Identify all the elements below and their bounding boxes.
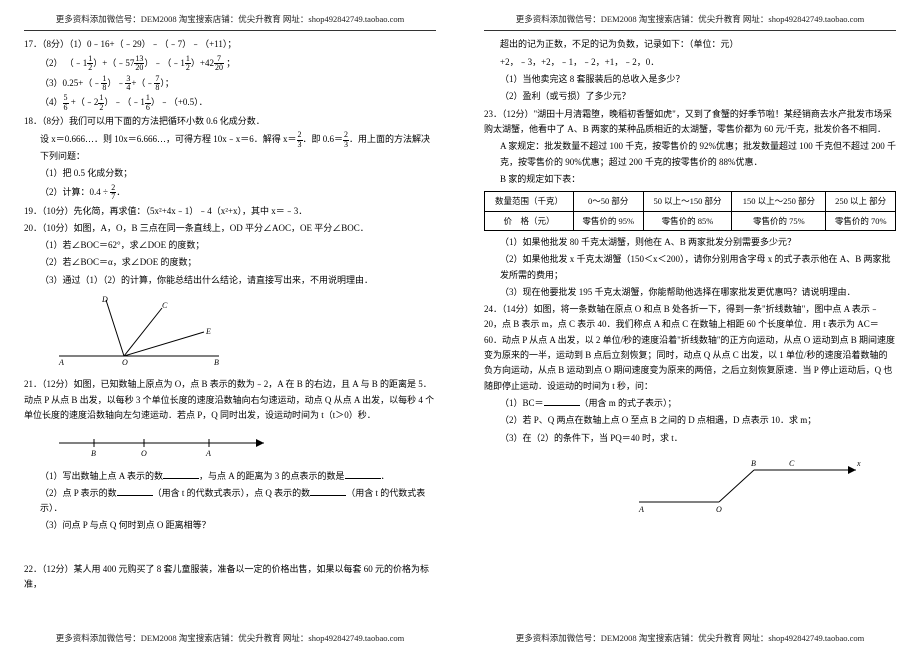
t: ． — [381, 471, 390, 481]
header-rule-r — [484, 30, 896, 31]
right-column: 更多资料添加微信号：DEM2008 淘宝搜索店铺：优尖升教育 网址：shop49… — [460, 0, 920, 651]
t: ．即 0.6＝ — [303, 134, 344, 144]
t: （3）0.25+（﹣ — [40, 77, 101, 87]
cell: 250 以上 部分 — [826, 192, 896, 211]
q21-3: （3）问点 P 与点 Q 何时到点 O 距离相等？ — [40, 518, 436, 533]
cell: 价 格（元） — [485, 211, 574, 230]
q22-r1: 超出的记为正数，不足的记为负数，记录如下：（单位：元） — [500, 37, 896, 52]
t: ）﹣（+0.5）． — [151, 97, 208, 107]
cell: 零售价的 95% — [573, 211, 643, 230]
svg-text:B: B — [91, 449, 96, 457]
q22-head: 22．（12分）某人用 400 元购买了 8 套儿童服装，准备以一定的价格出售，… — [24, 562, 436, 593]
cell: 零售价的 75% — [732, 211, 826, 230]
q18-2: （1）把 0.5 化成分数； — [40, 166, 436, 181]
t: ，与点 A 的距离为 3 的点表示的数是 — [199, 471, 345, 481]
t: （用含 m 的式子表示）； — [580, 398, 677, 408]
svg-text:x: x — [856, 459, 861, 468]
q21-head: 21．（12分）如图，已知数轴上原点为 O，点 B 表示的数为﹣2，A 在 B … — [24, 377, 436, 423]
q21-2: （2）点 P 表示的数（用含 t 的代数式表示），点 Q 表示的数（用含 t 的… — [40, 486, 436, 517]
footer-right: 更多资料添加微信号：DEM2008 淘宝搜索店铺：优尖升教育 网址：shop49… — [460, 631, 920, 645]
cell: 50 以上～150 部分 — [643, 192, 732, 211]
svg-text:D: D — [101, 295, 108, 304]
svg-text:A: A — [58, 358, 64, 366]
q23-B: B 家的规定如下表： — [500, 172, 896, 187]
q21-1: （1）写出数轴上点 A 表示的数 ，与点 A 的距离为 3 的点表示的数是 ． — [40, 469, 436, 484]
svg-text:E: E — [205, 327, 211, 336]
q20-1: （1）若∠BOC＝62°，求∠DOE 的度数； — [40, 238, 436, 253]
cell: 150 以上～250 部分 — [732, 192, 826, 211]
t: +（﹣ — [131, 77, 154, 87]
q24-2: （2）若 P、Q 两点在数轴上点 O 至点 B 之间的 D 点相遇，D 点表示 … — [500, 413, 896, 428]
left-column: 更多资料添加微信号：DEM2008 淘宝搜索店铺：优尖升教育 网址：shop49… — [0, 0, 460, 651]
t: ）﹣（﹣1 — [104, 97, 145, 107]
q17-head: 17．（8分）（1）0﹣16+（﹣29）﹣（﹣7）﹣（+11）； — [24, 37, 436, 52]
svg-text:C: C — [162, 301, 168, 310]
svg-text:O: O — [122, 358, 128, 366]
t: ． — [116, 187, 125, 197]
svg-text:A: A — [638, 505, 644, 512]
t: （1）写出数轴上点 A 表示的数 — [40, 471, 163, 481]
q23-head: 23．（12分）"湖田十月清霜堕，晚稻初香蟹如虎"，又到了食蟹的好季节啦！某经销… — [484, 107, 896, 138]
q17-2: （2） （﹣112）+（﹣571320）﹣（﹣112）+42720 ； — [40, 55, 436, 73]
text: ； — [226, 58, 235, 68]
blank — [117, 486, 153, 496]
blank — [310, 486, 346, 496]
q18-3: （2）计算：0.4 ÷ 27． — [40, 184, 436, 202]
blank — [163, 469, 199, 479]
t: （2）计算：0.4 ÷ — [40, 187, 110, 197]
table-row: 价 格（元） 零售价的 95% 零售价的 85% 零售价的 75% 零售价的 7… — [485, 211, 896, 230]
q20-figure: A O B D C E — [54, 294, 224, 366]
blank — [544, 396, 580, 406]
q24-head: 24．（14分）如图，将一条数轴在原点 O 和点 B 处各折一下，得到一条"折线… — [484, 302, 896, 394]
page-root: 更多资料添加微信号：DEM2008 淘宝搜索店铺：优尖升教育 网址：shop49… — [0, 0, 920, 651]
q20-3: （3）通过（1）（2）的计算，你能总结出什么结论，请直接写出来，不用说明理由． — [40, 273, 436, 288]
t: +（﹣2 — [69, 97, 99, 107]
q23-3: （3）现在他要批发 195 千克太湖蟹，你能帮助他选择在哪家批发更优惠吗？请说明… — [500, 285, 896, 300]
q23-table: 数量范围（千克） 0～50 部分 50 以上～150 部分 150 以上～250… — [484, 191, 896, 231]
q21-figure: B O A — [54, 429, 274, 457]
q24-1: （1）BC＝ （用含 m 的式子表示）； — [500, 396, 896, 411]
q18-1: 设 x＝0.666…．则 10x＝6.666…，可得方程 10x﹣x＝6．解得 … — [40, 131, 436, 164]
q23-2: （2）如果他批发 x 千克太湖蟹（150＜x＜200），请你分别用含字母 x 的… — [500, 252, 896, 283]
t: ）； — [160, 77, 174, 87]
q17-4: （4）56 +（﹣212）﹣（﹣116）﹣（+0.5）． — [40, 94, 436, 112]
cell: 数量范围（千克） — [485, 192, 574, 211]
header-left: 更多资料添加微信号：DEM2008 淘宝搜索店铺：优尖升教育 网址：shop49… — [24, 12, 436, 26]
cell: 零售价的 85% — [643, 211, 732, 230]
q24-3: （3）在（2）的条件下，当 PQ＝40 时，求 t． — [500, 431, 896, 446]
t: （用含 t 的代数式表示），点 Q 表示的数 — [153, 488, 311, 498]
header-right: 更多资料添加微信号：DEM2008 淘宝搜索店铺：优尖升教育 网址：shop49… — [484, 12, 896, 26]
svg-text:A: A — [205, 449, 211, 457]
q24-figure: A O B C x — [634, 452, 864, 512]
q22-r2: +2，﹣3，+2，﹣1，﹣2，+1，﹣2，0． — [500, 55, 896, 70]
cell: 零售价的 70% — [826, 211, 896, 230]
text: （2） — [40, 58, 63, 68]
svg-text:C: C — [789, 459, 795, 468]
q20-2: （2）若∠BOC＝α，求∠DOE 的度数； — [40, 255, 436, 270]
t: （4） — [40, 97, 63, 107]
svg-text:O: O — [716, 505, 722, 512]
blank — [345, 469, 381, 479]
q20-head: 20．（10分）如图，A，O，B 三点在同一条直线上，OD 平分∠AOC，OE … — [24, 221, 436, 236]
q18-head: 18．（8分）我们可以用下面的方法把循环小数 0.6 化成分数． — [24, 114, 436, 129]
spacer — [24, 536, 436, 560]
q22-r3: （1）当他卖完这 8 套服装后的总收入是多少？ — [500, 72, 896, 87]
svg-text:B: B — [751, 459, 756, 468]
q23-A: A 家规定：批发数量不超过 100 千克，按零售价的 92%优惠；批发数量超过 … — [500, 139, 896, 170]
q19-head: 19．（10分）先化简，再求值：（5x²+4x﹣1）﹣4（x²+x），其中 x＝… — [24, 204, 436, 219]
t: （1）BC＝ — [500, 398, 544, 408]
q23-1: （1）如果他批发 80 千克太湖蟹，则他在 A、B 两家批发分别需要多少元？ — [500, 235, 896, 250]
t: （2）点 P 表示的数 — [40, 488, 117, 498]
t: ）﹣ — [107, 77, 125, 87]
table-row: 数量范围（千克） 0～50 部分 50 以上～150 部分 150 以上～250… — [485, 192, 896, 211]
q22-r4: （2）盈利（或亏损）了多少元？ — [500, 89, 896, 104]
footer-left: 更多资料添加微信号：DEM2008 淘宝搜索店铺：优尖升教育 网址：shop49… — [0, 631, 460, 645]
cell: 0～50 部分 — [573, 192, 643, 211]
t: 设 x＝0.666…．则 10x＝6.666…，可得方程 10x﹣x＝6．解得 … — [40, 134, 297, 144]
q17-3: （3）0.25+（﹣18）﹣34+（﹣78）； — [40, 75, 436, 93]
header-rule — [24, 30, 436, 31]
svg-text:B: B — [214, 358, 219, 366]
svg-text:O: O — [141, 449, 147, 457]
